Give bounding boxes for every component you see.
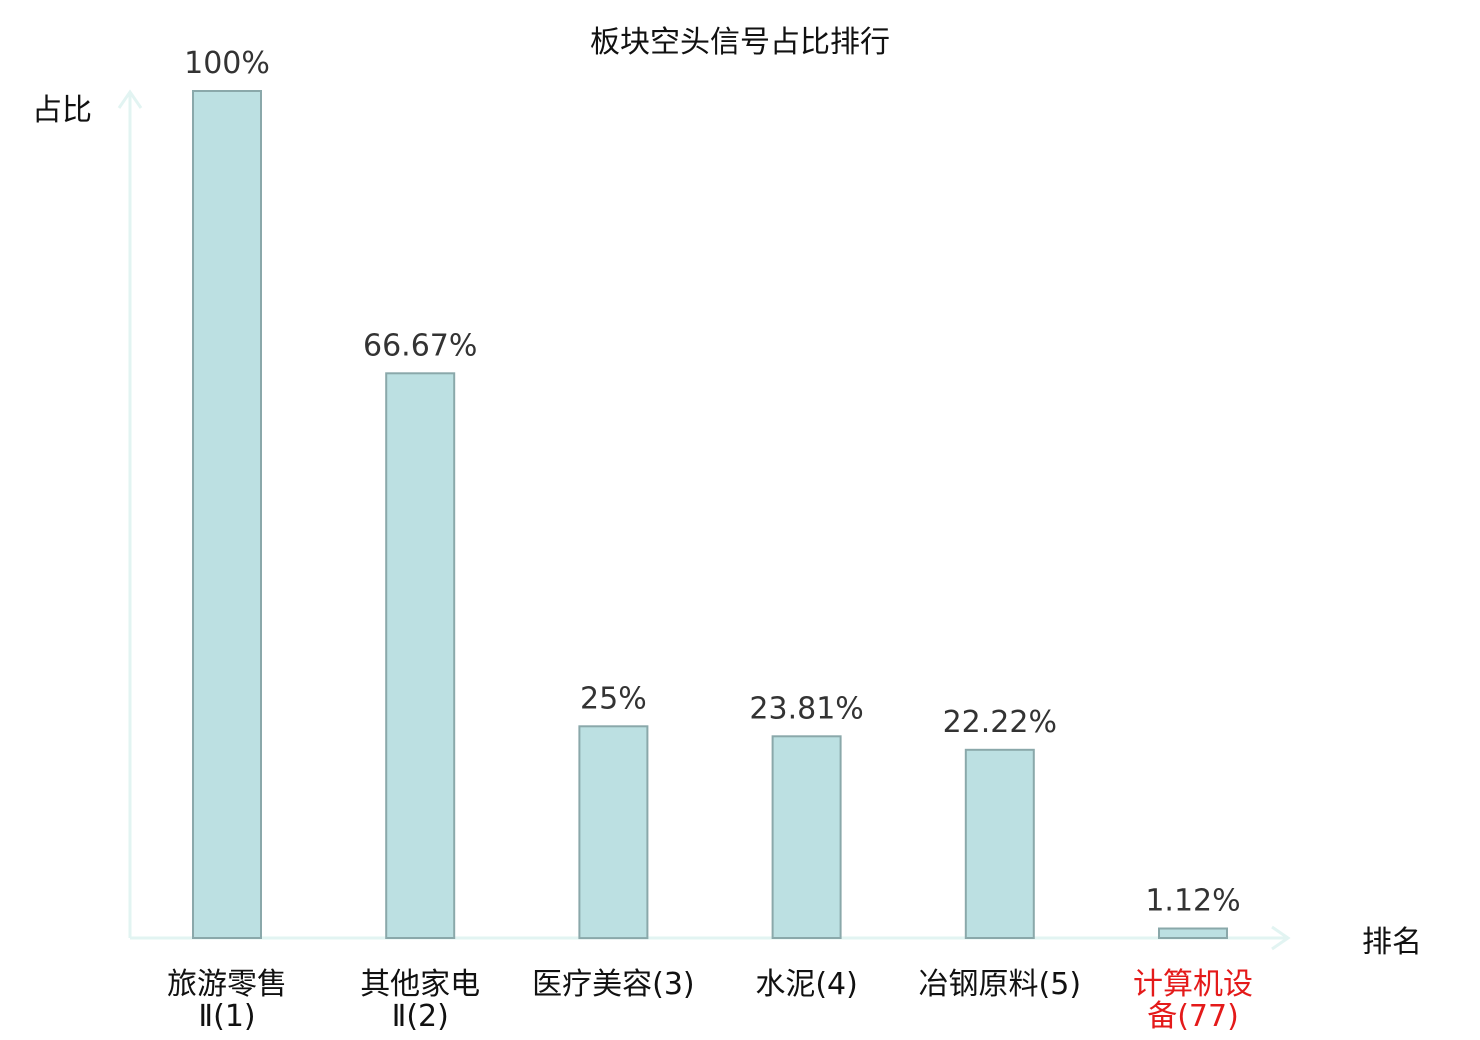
category-label-6: 计算机设备(77) (1133, 967, 1253, 1034)
bar-2 (385, 372, 456, 939)
category-label-line: 计算机设 (1133, 967, 1253, 1002)
chart-title: 板块空头信号占比排行 (590, 25, 890, 60)
value-label-4: 23.81% (749, 691, 863, 726)
bar-1 (192, 90, 262, 939)
bar-6 (1158, 927, 1228, 939)
category-label-line: 旅游零售 (167, 967, 287, 1002)
value-label-5: 22.22% (943, 705, 1057, 740)
category-label-line: 医疗美容(3) (532, 967, 695, 1002)
category-label-3: 医疗美容(3) (532, 967, 695, 1002)
x-axis (130, 925, 1291, 951)
value-label-6: 1.12% (1145, 884, 1240, 919)
category-labels-group: 旅游零售 Ⅱ(1) 其他家电 Ⅱ(2) 医疗美容(3) 水泥(4) 冶钢原料(5) 计算机设备… (167, 967, 1253, 1034)
bar-3 (578, 725, 649, 940)
category-label-line: 其他家电 (360, 967, 480, 1002)
category-label-line: 备(77) (1147, 999, 1239, 1034)
bar-5 (964, 748, 1035, 939)
category-label-line: 水泥(4) (755, 967, 858, 1002)
y-axis-label: 占比 (32, 93, 92, 128)
category-label-line: Ⅱ(1) (198, 999, 255, 1034)
category-label-line: 冶钢原料(5) (919, 967, 1082, 1002)
bar-4 (771, 735, 842, 939)
category-label-line: Ⅱ(2) (392, 999, 449, 1034)
category-label-5: 冶钢原料(5) (919, 967, 1082, 1002)
value-label-1: 100% (184, 46, 270, 81)
x-axis-label: 排名 (1362, 925, 1422, 960)
value-labels-group: 100% 66.67% 25% 23.81% 22.22% 1.12% (184, 46, 1241, 919)
category-label-4: 水泥(4) (755, 967, 858, 1002)
value-label-3: 25% (580, 681, 647, 716)
bars-group (192, 90, 1228, 940)
category-label-1: 旅游零售 Ⅱ(1) (167, 967, 287, 1034)
y-axis (117, 89, 143, 938)
category-label-2: 其他家电 Ⅱ(2) (360, 967, 480, 1034)
value-label-2: 66.67% (363, 328, 477, 363)
